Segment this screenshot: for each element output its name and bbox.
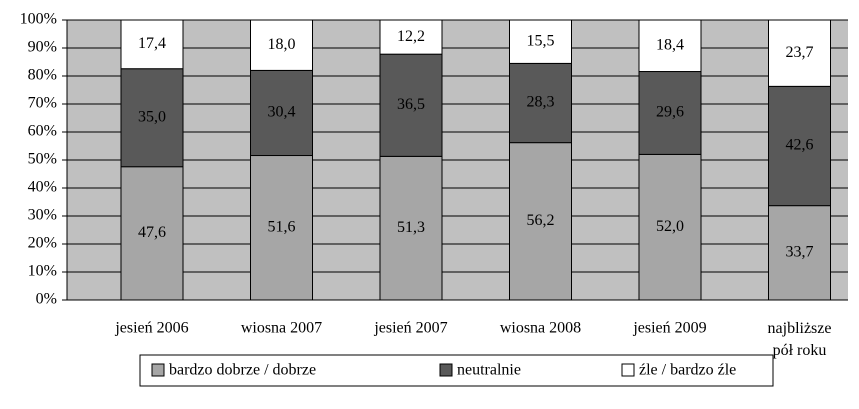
bar-segment xyxy=(509,19,572,64)
bar-segment xyxy=(638,153,702,301)
y-tick-label: 70% xyxy=(28,95,57,112)
data-label: 42,6 xyxy=(786,137,814,154)
data-label: 12,2 xyxy=(397,28,425,45)
x-tick-label: najbliższe pół roku xyxy=(768,320,832,359)
x-tick-label: jesień 2009 xyxy=(632,320,706,337)
bar-segment xyxy=(120,166,184,301)
data-label: 17,4 xyxy=(138,35,166,52)
legend-swatch xyxy=(439,363,453,377)
data-label: 23,7 xyxy=(786,44,814,61)
y-tick-label: 80% xyxy=(28,67,57,84)
data-label: 36,5 xyxy=(397,96,425,113)
bar-segment xyxy=(379,155,443,301)
data-label: 33,7 xyxy=(786,243,814,260)
data-label: 28,3 xyxy=(527,94,555,111)
data-label: 56,2 xyxy=(527,212,555,229)
legend-label: bardzo dobrze / dobrze xyxy=(169,362,316,379)
legend-swatch xyxy=(621,363,635,377)
x-tick-label: wiosna 2007 xyxy=(241,320,322,337)
data-label: 47,6 xyxy=(138,224,166,241)
y-tick-label: 40% xyxy=(28,179,57,196)
y-tick-label: 30% xyxy=(28,207,57,224)
legend-swatch xyxy=(151,363,165,377)
data-label: 51,3 xyxy=(397,219,425,236)
x-tick-label: jesień 2006 xyxy=(114,320,188,337)
bar-segment xyxy=(250,69,313,157)
data-label: 52,0 xyxy=(656,218,684,235)
bar-segment xyxy=(120,19,184,70)
bar-segment xyxy=(250,19,313,71)
data-label: 35,0 xyxy=(138,108,166,125)
bar-segment xyxy=(509,142,572,301)
bar-segment xyxy=(768,19,831,87)
y-tick-label: 50% xyxy=(28,151,57,168)
legend-label: neutralnie xyxy=(457,362,521,379)
y-tick-label: 60% xyxy=(28,123,57,140)
y-tick-label: 10% xyxy=(28,263,57,280)
x-tick-label: wiosna 2008 xyxy=(500,320,581,337)
bar-segment xyxy=(379,19,443,55)
bar-segment xyxy=(768,85,831,207)
legend-label: źle / bardzo źle xyxy=(639,362,736,379)
bar-segment xyxy=(509,62,572,144)
bar-segment xyxy=(638,19,702,73)
data-label: 51,6 xyxy=(268,218,296,235)
data-label: 30,4 xyxy=(268,104,296,121)
y-tick-label: 100% xyxy=(20,11,57,28)
x-tick-label: jesień 2007 xyxy=(373,320,447,337)
data-label: 18,4 xyxy=(656,36,684,53)
data-label: 15,5 xyxy=(527,32,555,49)
bar-segment xyxy=(638,71,702,155)
data-label: 29,6 xyxy=(656,104,684,121)
legend-box xyxy=(139,354,774,387)
data-label: 18,0 xyxy=(268,36,296,53)
bar-segment xyxy=(250,155,313,301)
y-tick-label: 90% xyxy=(28,39,57,56)
bar-segment xyxy=(120,68,184,168)
y-tick-label: 0% xyxy=(36,291,57,308)
y-tick-label: 20% xyxy=(28,235,57,252)
